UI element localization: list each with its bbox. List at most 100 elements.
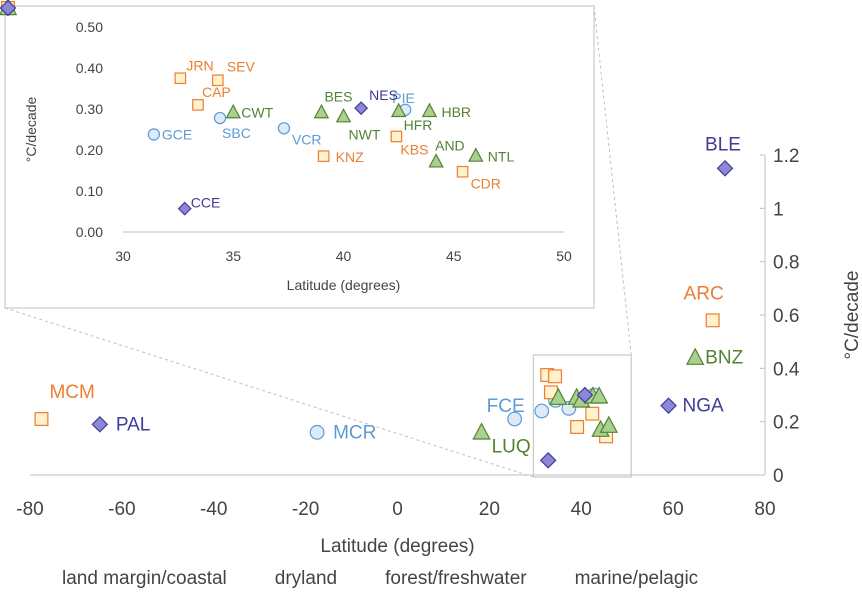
x-tick-label: -80 bbox=[16, 499, 43, 520]
point-circle bbox=[309, 424, 325, 440]
legend-square-icon bbox=[253, 571, 269, 587]
inset-point-diamond bbox=[354, 101, 369, 116]
point-circle bbox=[561, 400, 577, 416]
y-tick-label: 1.2 bbox=[773, 146, 799, 167]
inset-point-diamond bbox=[177, 201, 192, 216]
inset-site-label-gce: GCE bbox=[162, 126, 192, 142]
x-tick-label: 20 bbox=[479, 499, 500, 520]
y-tick-label: 0.8 bbox=[773, 253, 799, 274]
inset-site-label-hbr: HBR bbox=[441, 104, 471, 120]
site-label-bnz: BNZ bbox=[705, 348, 743, 369]
legend-item: forest/freshwater bbox=[363, 568, 527, 590]
y-tick-label: 0.6 bbox=[773, 306, 799, 327]
inset-point-circle bbox=[147, 128, 161, 141]
inset-y-tick-label: 0.30 bbox=[76, 101, 103, 117]
zoom-connector-line bbox=[593, 5, 632, 356]
inset-x-tick-label: 30 bbox=[115, 248, 131, 264]
legend-label: dryland bbox=[274, 568, 338, 589]
inset-site-label-bes: BES bbox=[324, 88, 352, 104]
inset-site-label-kbs: KBS bbox=[400, 141, 428, 157]
x-tick-label: -20 bbox=[292, 499, 319, 520]
inset-point-circle bbox=[213, 111, 227, 125]
site-label-luq: LUQ bbox=[492, 436, 531, 457]
point-square bbox=[548, 369, 563, 384]
inset-site-label-cwt: CWT bbox=[241, 104, 273, 120]
inset-site-label-sbc: SBC bbox=[222, 125, 251, 141]
point-triangle bbox=[549, 387, 568, 405]
inset-y-tick-label: 0.20 bbox=[76, 142, 103, 158]
point-square bbox=[705, 313, 720, 328]
x-axis-label: Latitude (degrees) bbox=[320, 536, 474, 557]
point-diamond bbox=[576, 386, 594, 404]
legend-item: dryland bbox=[253, 568, 337, 590]
point-triangle bbox=[685, 347, 705, 365]
legend-label: forest/freshwater bbox=[385, 568, 527, 589]
inset-y-tick-label: 0.50 bbox=[76, 19, 103, 35]
y-tick-label: 0.4 bbox=[773, 359, 800, 380]
inset-point-triangle bbox=[428, 153, 444, 168]
y-tick-label: 0 bbox=[773, 466, 784, 487]
inset-x-tick-label: 45 bbox=[446, 248, 462, 264]
site-label-pal: PAL bbox=[116, 414, 151, 435]
inset-y-tick-label: 0.10 bbox=[76, 183, 103, 199]
y-axis-label: °C/decade bbox=[842, 271, 862, 360]
inset-point-triangle bbox=[390, 102, 407, 118]
inset-point-triangle bbox=[421, 102, 438, 118]
inset-point-triangle bbox=[335, 107, 352, 123]
x-tick-label: -40 bbox=[200, 499, 227, 520]
point-square bbox=[34, 412, 49, 426]
inset-x-tick-label: 40 bbox=[336, 248, 352, 264]
inset-frame bbox=[4, 5, 595, 309]
inset-x-tick-label: 35 bbox=[225, 248, 241, 264]
inset-point-square bbox=[211, 74, 224, 87]
inset-x-axis-label: Latitude (degrees) bbox=[287, 277, 401, 293]
point-square bbox=[585, 406, 600, 421]
inset-site-label-hfr: HFR bbox=[404, 117, 433, 133]
point-diamond bbox=[539, 452, 557, 469]
inset-site-label-jrn: JRN bbox=[186, 57, 213, 73]
inset-site-label-nes: NES bbox=[369, 87, 398, 103]
legend-circle-icon bbox=[40, 571, 56, 587]
point-triangle bbox=[472, 422, 491, 440]
inset-point-triangle bbox=[468, 147, 484, 162]
inset-site-label-nwt: NWT bbox=[349, 126, 381, 142]
x-tick-label: 40 bbox=[571, 499, 592, 520]
inset-point-triangle bbox=[225, 103, 241, 119]
inset-point-square bbox=[317, 150, 330, 162]
inset-point-square bbox=[390, 130, 403, 143]
inset-y-tick-label: 0.00 bbox=[76, 224, 103, 240]
point-circle bbox=[507, 411, 523, 427]
legend-label: marine/pelagic bbox=[574, 568, 699, 589]
inset-site-label-and: AND bbox=[435, 137, 465, 153]
x-tick-label: 80 bbox=[754, 499, 775, 520]
inset-x-tick-label: 50 bbox=[556, 248, 572, 264]
x-tick-label: 60 bbox=[663, 499, 684, 520]
scatter-chart: -80 -60 -40 -20 0 20 40 60 80 0 0.2 0.4 0.6 0.8 1 1.2 La… bbox=[0, 0, 862, 557]
inset-site-label-vcr: VCR bbox=[292, 131, 322, 147]
inset-site-label-cdr: CDR bbox=[471, 176, 501, 192]
legend-diamond-icon bbox=[553, 571, 569, 587]
site-label-mcm: MCM bbox=[49, 382, 94, 403]
point-triangle bbox=[589, 386, 609, 404]
legend-marker bbox=[0, 0, 17, 17]
inset-site-label-cap: CAP bbox=[202, 84, 231, 100]
inset-site-label-knz: KNZ bbox=[336, 149, 364, 165]
site-label-ble: BLE bbox=[705, 134, 741, 155]
point-square bbox=[570, 420, 585, 434]
inset-point-square bbox=[174, 72, 187, 85]
inset-site-label-ntl: NTL bbox=[488, 149, 515, 165]
legend-item: marine/pelagic bbox=[553, 568, 699, 590]
site-label-mcr: MCR bbox=[333, 422, 376, 443]
legend-triangle-icon bbox=[363, 571, 379, 587]
inset-point-square bbox=[192, 99, 204, 111]
x-tick-label: 0 bbox=[392, 499, 403, 520]
point-diamond bbox=[660, 397, 677, 414]
point-circle bbox=[534, 403, 550, 419]
site-label-fce: FCE bbox=[487, 396, 525, 417]
point-diamond bbox=[91, 416, 109, 433]
point-diamond bbox=[716, 160, 734, 177]
point-triangle bbox=[599, 415, 619, 433]
zoom-connector-line bbox=[4, 307, 534, 478]
legend-item: land margin/coastal bbox=[40, 568, 227, 590]
site-label-arc: ARC bbox=[684, 283, 724, 304]
